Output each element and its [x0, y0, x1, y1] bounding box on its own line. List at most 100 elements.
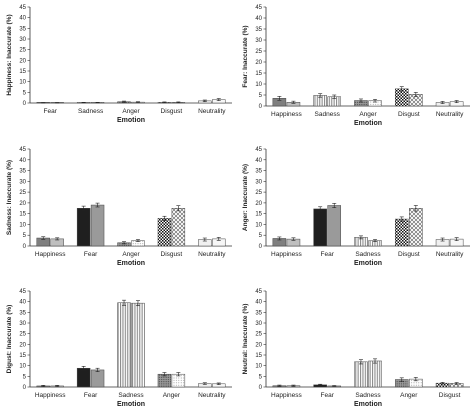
panel-happiness: 0 5 10 15 20 25 30 35 40 45 Fear Sadness Anger Disgus…	[6, 5, 232, 124]
y-tick-label: 45	[255, 289, 262, 295]
x-category-label: Sadness	[355, 392, 381, 399]
x-category-label: Fear	[84, 392, 98, 399]
y-tick-label: 15	[19, 353, 26, 359]
x-axis-title: Emotion	[117, 401, 145, 408]
bar	[117, 302, 131, 388]
y-tick-label: 35	[19, 26, 26, 32]
x-category-label: Fear	[321, 251, 335, 258]
x-axis-title: Emotion	[354, 120, 382, 127]
y-axis-title: Anger: Inaccurate (%)	[242, 164, 249, 231]
x-category-label: Disgust	[439, 392, 461, 399]
y-tick-label: 40	[255, 16, 262, 22]
bar	[171, 208, 186, 247]
y-tick-label: 0	[259, 385, 263, 391]
x-category-label: Disgust	[398, 251, 420, 258]
y-tick-label: 25	[255, 49, 262, 55]
y-tick-label: 5	[259, 93, 263, 99]
y-tick-label: 15	[255, 353, 262, 359]
y-tick-label: 40	[19, 16, 26, 22]
y-tick-label: 30	[19, 37, 26, 43]
x-category-label: Happiness	[271, 251, 302, 258]
y-tick-label: 40	[19, 300, 26, 306]
y-tick-label: 20	[19, 201, 26, 207]
x-category-label: Anger	[359, 111, 377, 118]
panel-sadness: 0 5 10 15 20 25 30 35 40 45 Happiness Fear Anger Disg…	[6, 147, 232, 267]
y-tick-label: 5	[259, 374, 263, 380]
x-category-label: Fear	[84, 251, 98, 258]
bar	[394, 218, 409, 247]
panel-fear: 0 5 10 15 20 25 30 35 40 45 Happiness Sadness Anger D…	[242, 5, 470, 127]
y-tick-label: 10	[19, 80, 26, 86]
bar	[90, 204, 105, 247]
x-category-label: Neutrality	[198, 392, 226, 399]
y-tick-label: 45	[19, 5, 26, 11]
x-category-label: Anger	[122, 108, 140, 115]
y-tick-label: 35	[19, 169, 26, 175]
y-tick-label: 35	[255, 169, 262, 175]
y-tick-label: 40	[255, 300, 262, 306]
y-tick-label: 25	[255, 332, 262, 338]
y-tick-label: 40	[19, 158, 26, 164]
x-category-label: Sadness	[78, 108, 104, 115]
x-axis-title: Emotion	[117, 260, 145, 267]
x-category-label: Sadness	[118, 392, 144, 399]
bar	[90, 369, 105, 388]
y-tick-label: 20	[19, 58, 26, 64]
bar	[76, 367, 91, 388]
y-tick-label: 40	[255, 158, 262, 164]
y-tick-label: 35	[255, 310, 262, 316]
x-category-label: Disgust	[398, 111, 420, 118]
y-tick-label: 0	[259, 104, 263, 110]
y-tick-label: 35	[255, 27, 262, 33]
x-category-label: Neutrality	[198, 251, 226, 258]
x-axis-title: Emotion	[354, 260, 382, 267]
x-category-label: Neutrality	[436, 111, 464, 118]
x-category-label: Sadness	[315, 111, 341, 118]
y-tick-label: 10	[19, 222, 26, 228]
x-category-label: Anger	[163, 392, 181, 399]
y-tick-label: 20	[255, 60, 262, 66]
y-tick-label: 45	[19, 147, 26, 153]
y-axis-title: Happiness: Inaccurate (%)	[6, 14, 13, 95]
y-tick-label: 5	[23, 90, 27, 96]
x-category-label: Happiness	[271, 392, 302, 399]
panel-neutral: 0 5 10 15 20 25 30 35 40 45 Happiness Fear Sadness An…	[242, 289, 470, 408]
bar	[409, 208, 423, 247]
y-tick-label: 30	[255, 38, 262, 44]
bar	[354, 361, 368, 388]
y-tick-label: 15	[255, 212, 262, 218]
y-tick-label: 30	[255, 321, 262, 327]
x-axis-title: Emotion	[354, 401, 382, 408]
panel-anger: 0 5 10 15 20 25 30 35 40 45 Happiness Fear Sadness Di…	[242, 147, 470, 267]
y-tick-label: 0	[23, 385, 27, 391]
x-category-label: Anger	[400, 392, 418, 399]
x-category-label: Neutrality	[198, 108, 226, 115]
y-tick-label: 25	[19, 48, 26, 54]
y-tick-label: 20	[255, 201, 262, 207]
y-axis-title: Fear: Inaccurate (%)	[242, 25, 249, 87]
y-tick-label: 10	[19, 364, 26, 370]
y-axis-title: Digust: Inaccurate (%)	[6, 305, 13, 374]
y-tick-label: 20	[19, 342, 26, 348]
y-tick-label: 15	[19, 212, 26, 218]
y-tick-label: 30	[19, 321, 26, 327]
y-tick-label: 30	[19, 179, 26, 185]
x-category-label: Happiness	[271, 111, 302, 118]
y-tick-label: 10	[255, 364, 262, 370]
x-category-label: Neutrality	[436, 251, 464, 258]
bar	[327, 205, 342, 247]
y-tick-label: 35	[19, 310, 26, 316]
y-tick-label: 45	[19, 289, 26, 295]
y-axis-title: Neutral: Inaccurate (%)	[242, 304, 249, 375]
x-category-label: Fear	[321, 392, 335, 399]
bar	[157, 218, 172, 247]
y-tick-label: 0	[23, 244, 27, 250]
y-tick-label: 30	[255, 179, 262, 185]
x-category-label: Disgust	[161, 108, 183, 115]
y-tick-label: 0	[259, 244, 263, 250]
y-tick-label: 25	[19, 332, 26, 338]
y-tick-label: 15	[255, 71, 262, 77]
bar	[313, 208, 327, 247]
